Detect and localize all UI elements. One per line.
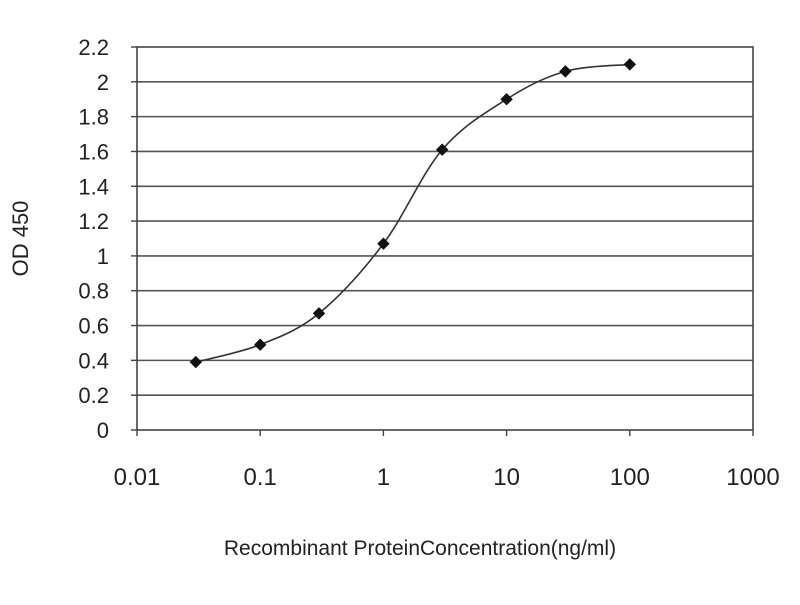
data-point-0 [189, 355, 202, 369]
x-tick-label-3: 10 [493, 464, 520, 491]
y-tick-label-4: 0.8 [78, 279, 109, 304]
y-tick-label-10: 2 [97, 70, 109, 95]
data-point-5 [500, 93, 513, 106]
y-tick-label-9: 1.8 [78, 105, 109, 130]
x-tick-label-5: 1000 [726, 464, 779, 491]
data-point-2 [312, 307, 326, 320]
y-tick-label-0: 0 [97, 418, 109, 443]
y-tick-label-8: 1.6 [78, 139, 109, 164]
y-tick-label-1: 0.2 [78, 383, 109, 408]
y-tick-label-3: 0.6 [78, 314, 109, 339]
series-line-0 [195, 63, 630, 363]
y-tick-label-11: 2.2 [78, 35, 109, 60]
plot-frame [136, 46, 754, 431]
y-tick-label-2: 0.4 [78, 348, 109, 373]
y-tick-label-7: 1.4 [78, 174, 109, 199]
data-point-6 [559, 65, 572, 78]
y-tick-label-6: 1.2 [78, 209, 109, 234]
data-point-7 [623, 58, 637, 71]
y-tick-label-5: 1 [97, 244, 109, 269]
x-tick-label-4: 100 [610, 464, 650, 491]
x-tick-label-0: 0.01 [114, 464, 161, 491]
data-point-4 [435, 143, 449, 156]
y-axis-label: OD 450 [8, 201, 33, 277]
data-point-1 [253, 338, 267, 351]
x-axis-label: Recombinant ProteinConcentration(ng/ml) [224, 537, 616, 560]
x-tick-label-1: 0.1 [244, 464, 277, 491]
data-point-3 [377, 237, 390, 250]
x-tick-label-2: 1 [377, 464, 390, 491]
